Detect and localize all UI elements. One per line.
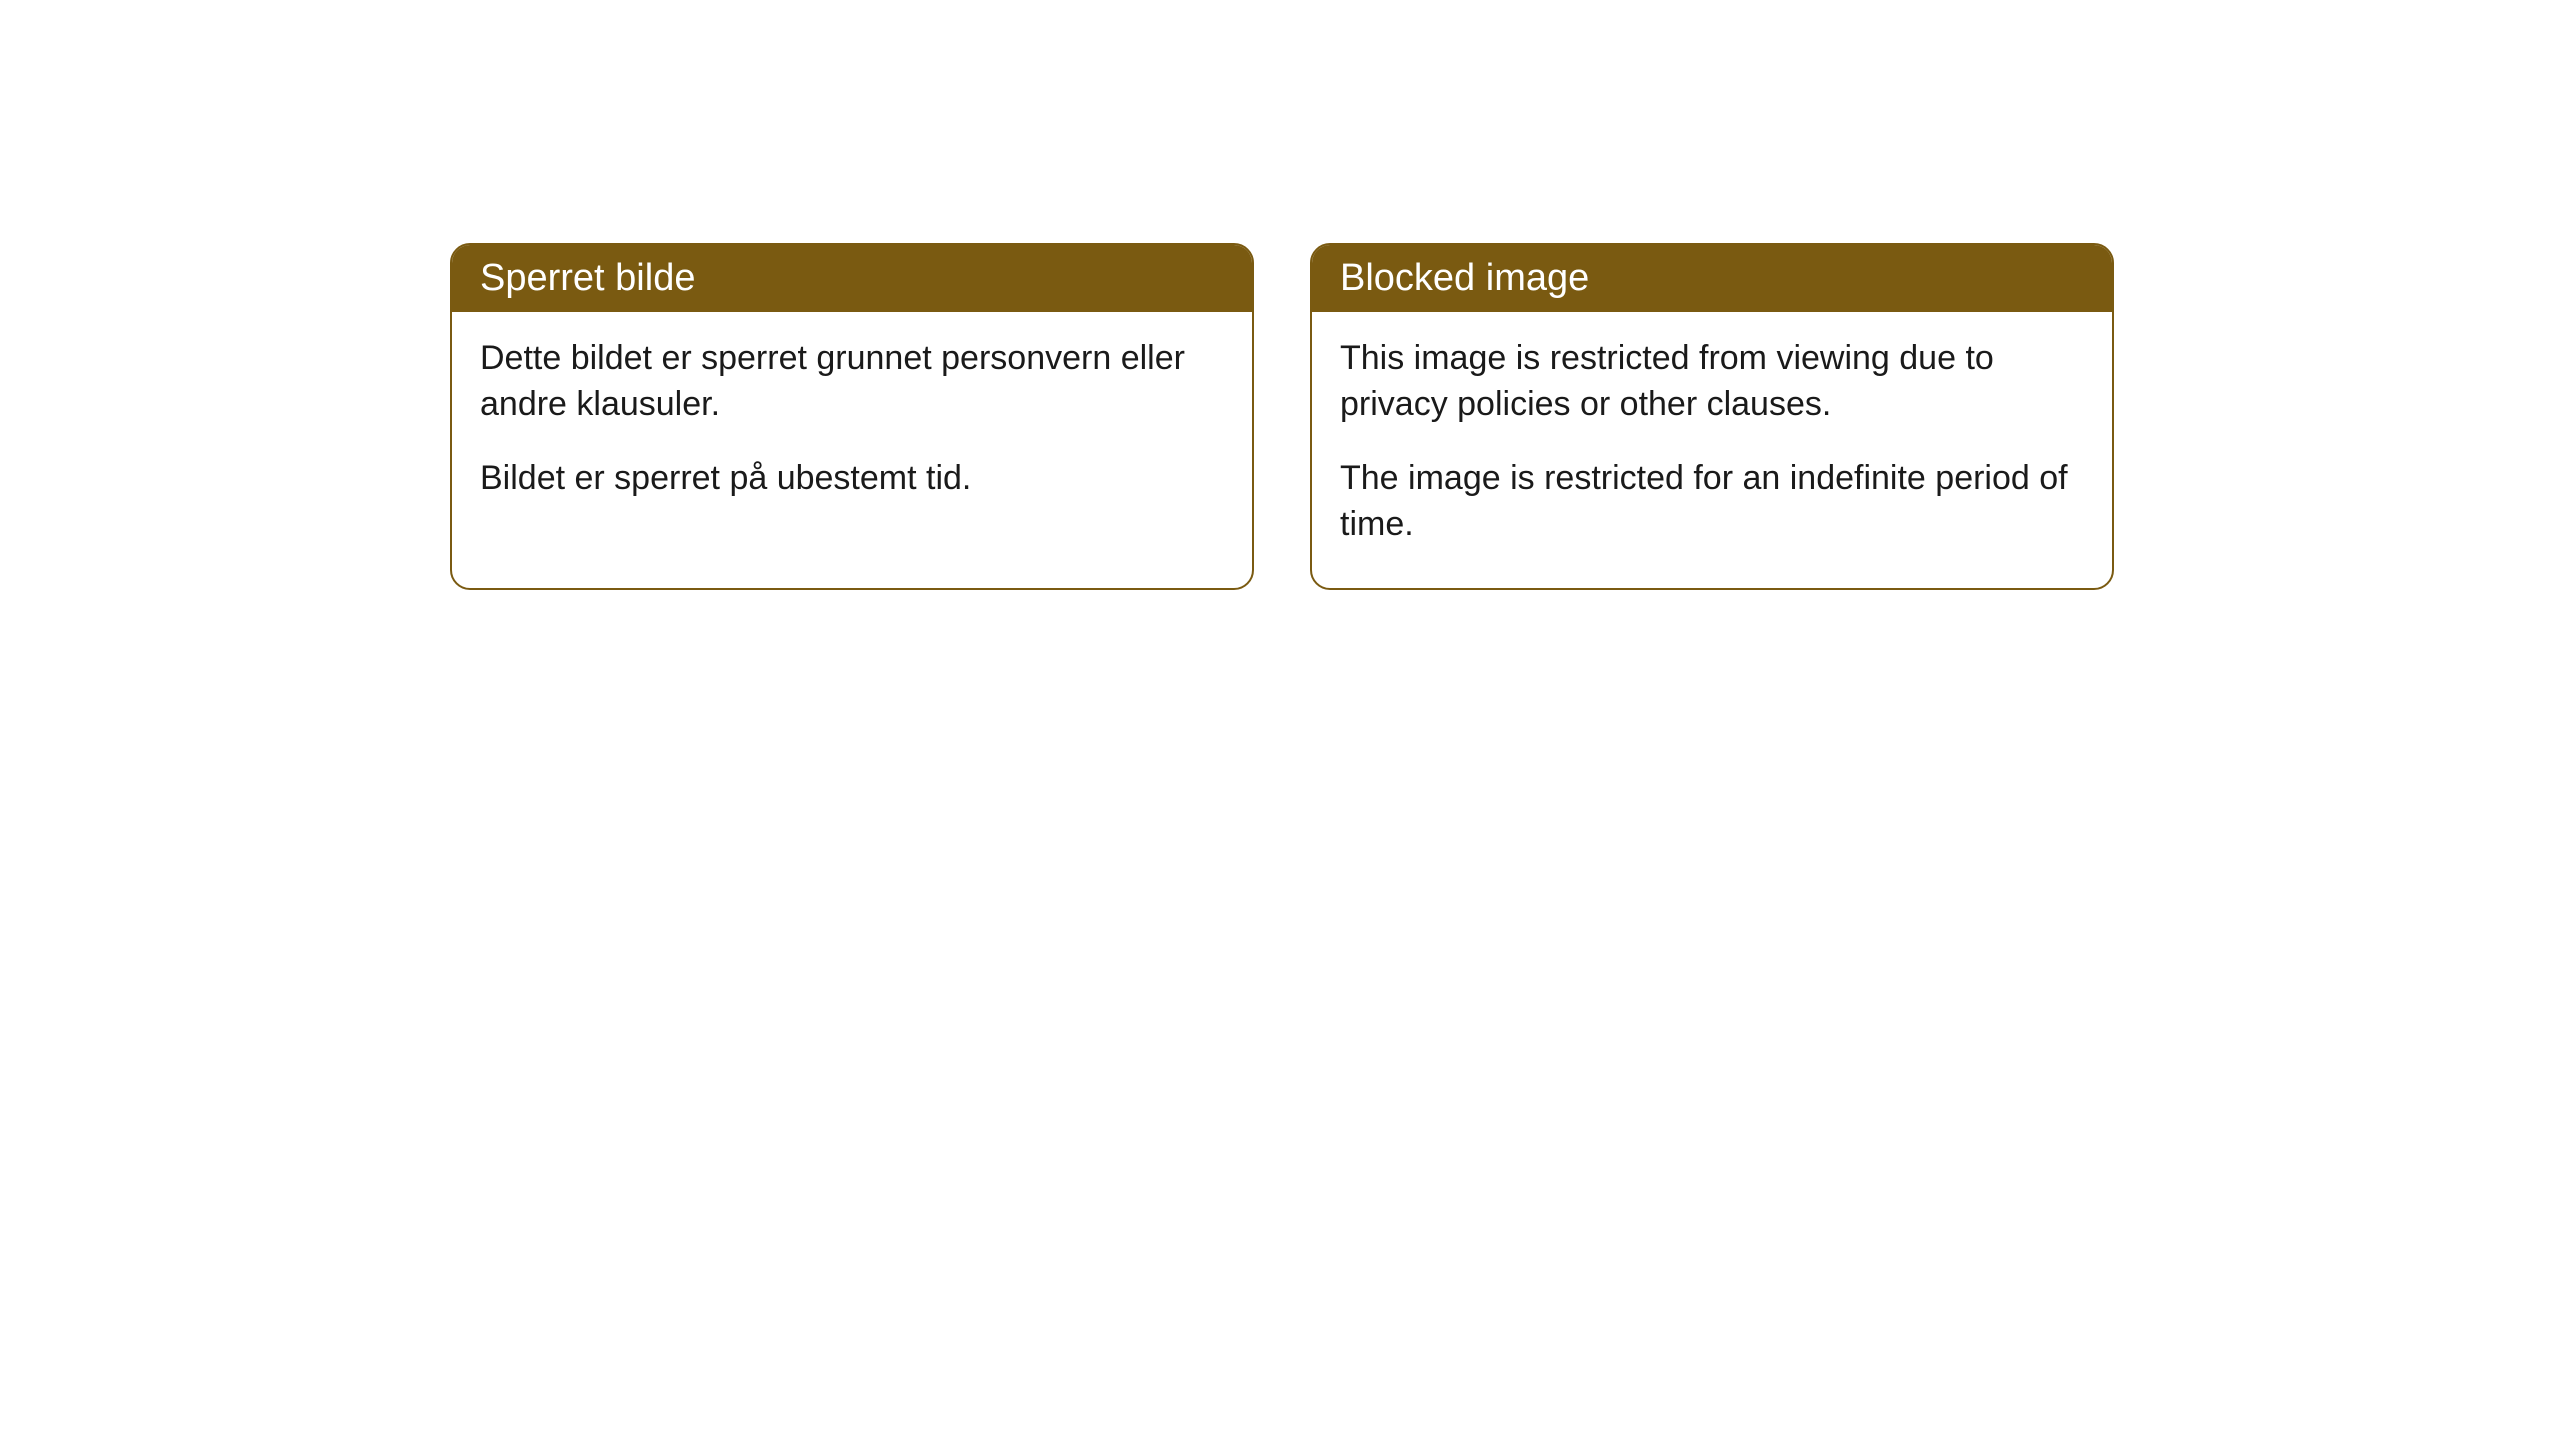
notice-title: Sperret bilde xyxy=(480,257,695,299)
notice-paragraph: The image is restricted for an indefinit… xyxy=(1340,456,2084,548)
notice-title: Blocked image xyxy=(1340,257,1589,299)
notice-body-english: This image is restricted from viewing du… xyxy=(1312,312,2112,588)
notice-card-english: Blocked image This image is restricted f… xyxy=(1310,243,2114,590)
notice-body-norwegian: Dette bildet er sperret grunnet personve… xyxy=(452,312,1252,542)
notice-paragraph: Dette bildet er sperret grunnet personve… xyxy=(480,336,1224,428)
notice-card-norwegian: Sperret bilde Dette bildet er sperret gr… xyxy=(450,243,1254,590)
notice-paragraph: This image is restricted from viewing du… xyxy=(1340,336,2084,428)
notice-paragraph: Bildet er sperret på ubestemt tid. xyxy=(480,456,1224,502)
notice-header-norwegian: Sperret bilde xyxy=(452,245,1252,312)
notice-header-english: Blocked image xyxy=(1312,245,2112,312)
notice-container: Sperret bilde Dette bildet er sperret gr… xyxy=(0,0,2560,590)
